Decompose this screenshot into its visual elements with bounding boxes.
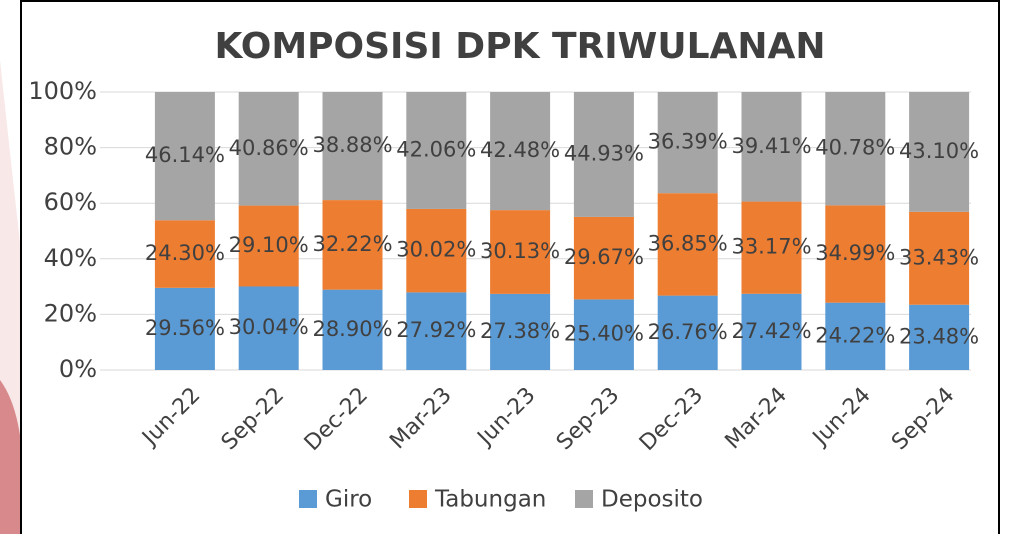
data-label: 40.86% [229, 136, 309, 160]
bar-segment [825, 92, 886, 206]
legend-label: Giro [325, 487, 372, 513]
bar-segment [490, 92, 551, 211]
data-label: 46.14% [145, 143, 225, 167]
bar-segment [490, 293, 551, 370]
data-label: 39.41% [731, 134, 811, 158]
bar-segment [741, 92, 802, 202]
data-label: 29.56% [145, 316, 225, 340]
data-label: 24.22% [815, 323, 895, 347]
bar-segment [238, 286, 299, 370]
bar-segment [238, 205, 299, 287]
data-label: 27.92% [396, 318, 476, 342]
y-tick-label: 80% [44, 133, 97, 161]
bar-segment [154, 220, 215, 288]
data-label: 24.30% [145, 241, 225, 265]
bar-segment [573, 92, 634, 217]
bar-segment [573, 299, 634, 370]
bar-segment [657, 295, 718, 370]
data-label: 33.43% [899, 245, 979, 269]
bar-segment [741, 293, 802, 370]
data-label: 28.90% [312, 317, 392, 341]
data-label: 33.17% [731, 235, 811, 259]
bar-segment [406, 292, 467, 370]
data-label: 30.04% [229, 315, 309, 339]
bar-segment [322, 289, 383, 370]
bar-segment [322, 92, 383, 201]
data-label: 34.99% [815, 241, 895, 265]
bar-segment [909, 304, 970, 370]
data-label: 36.39% [648, 130, 728, 154]
data-label: 44.93% [564, 141, 644, 165]
data-label: 32.22% [312, 232, 392, 256]
bar-segment [657, 92, 718, 194]
y-tick-label: 40% [44, 244, 97, 272]
legend-swatch [575, 490, 593, 508]
bar-segment [322, 200, 383, 290]
y-tick-label: 0% [59, 355, 97, 383]
data-label: 27.42% [731, 319, 811, 343]
data-label: 25.40% [564, 322, 644, 346]
data-label: 40.78% [815, 136, 895, 160]
bar-segment [406, 208, 467, 293]
legend-swatch [299, 490, 317, 508]
data-label: 30.02% [396, 238, 476, 262]
data-label: 38.88% [312, 133, 392, 157]
data-label: 29.67% [564, 245, 644, 269]
bar-segment [825, 302, 886, 370]
bar-segment [154, 287, 215, 370]
legend-label: Tabungan [434, 487, 546, 513]
bar-segment [909, 91, 970, 212]
chart-title: KOMPOSISI DPK TRIWULANAN [214, 26, 825, 67]
data-label: 36.85% [648, 231, 728, 255]
y-tick-label: 100% [28, 77, 97, 105]
bar-segment [406, 92, 467, 209]
bar-segment [657, 193, 718, 296]
legend-label: Deposito [601, 487, 703, 513]
bar-segment [238, 92, 299, 206]
y-tick-label: 20% [44, 299, 97, 327]
data-label: 29.10% [229, 233, 309, 257]
bar-segment [741, 201, 802, 294]
bar-segment [825, 205, 886, 303]
data-label: 27.38% [480, 319, 560, 343]
y-tick-label: 60% [44, 188, 97, 216]
data-label: 26.76% [648, 320, 728, 344]
bar-segment [573, 216, 634, 300]
legend-swatch [409, 490, 427, 508]
data-label: 30.13% [480, 239, 560, 263]
bar-segment [490, 210, 551, 294]
data-label: 23.48% [899, 324, 979, 348]
bar-segment [909, 211, 970, 305]
data-label: 42.48% [480, 138, 560, 162]
bar-segment [154, 92, 215, 221]
decoration [0, 60, 22, 534]
data-label: 43.10% [899, 139, 979, 163]
data-label: 42.06% [396, 137, 476, 161]
